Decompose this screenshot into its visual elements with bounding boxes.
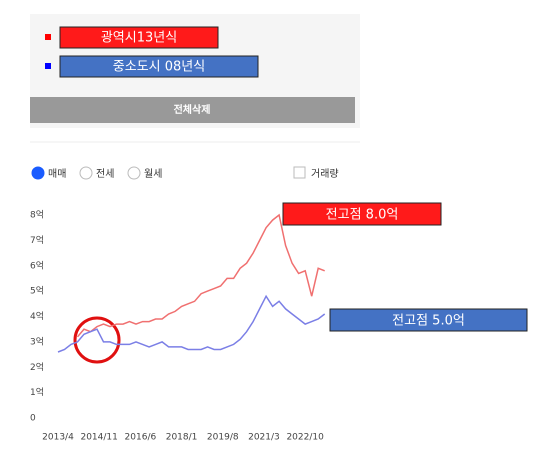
x-tick-label: 2018/1 [166,433,198,443]
radio-button[interactable] [31,166,45,180]
x-tick-label: 2016/6 [125,433,157,443]
y-tick-label: 3억 [30,335,44,347]
y-tick-label: 4억 [30,310,44,322]
annotation-box [329,308,528,332]
y-tick-label: 5억 [30,285,44,297]
series-line [76,213,325,338]
x-tick-label: 2019/8 [207,433,239,443]
legend-label: 중소도시 08년식 [113,60,205,75]
radio-label[interactable]: 월세 [144,168,162,180]
clear-button[interactable] [30,97,355,123]
legend-marker [45,34,51,40]
checkbox[interactable] [293,166,306,179]
legend-box [59,26,219,49]
checkbox-label[interactable]: 거래량 [311,168,339,180]
annotation-box [282,202,442,226]
radio-label[interactable]: 매매 [48,168,66,180]
x-tick-label: 2013/4 [42,433,74,443]
y-tick-label: 8억 [30,209,44,221]
highlight-circle [73,316,121,364]
y-tick-label: 2억 [30,361,44,373]
y-tick-label: 7억 [30,234,44,246]
y-tick-label: 6억 [30,259,44,271]
radio-button[interactable] [127,166,141,180]
annotation-label: 전고점 8.0억 [326,208,399,223]
legend-marker [45,63,51,69]
legend-label: 광역시13년식 [101,31,177,46]
radio-button[interactable] [79,166,93,180]
series-line [57,294,326,353]
x-tick-label: 2021/3 [248,433,280,443]
x-tick-label: 2022/10 [286,433,324,443]
y-tick-label: 1억 [30,386,44,398]
y-tick-label: 0 [30,414,36,424]
legend-box [59,55,259,78]
clear-button-label[interactable]: 전체삭제 [174,103,211,116]
annotation-label: 전고점 5.0억 [392,314,465,329]
x-tick-label: 2014/11 [80,433,117,443]
radio-label[interactable]: 전세 [96,168,114,180]
